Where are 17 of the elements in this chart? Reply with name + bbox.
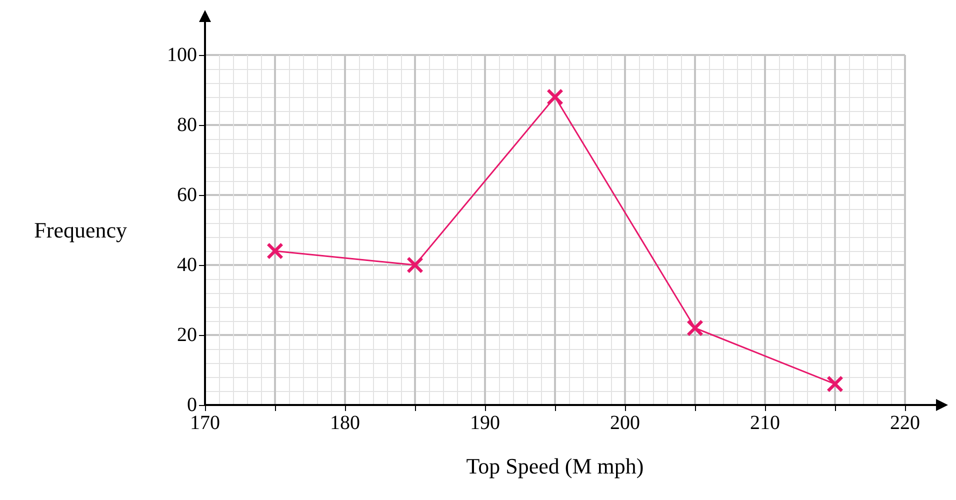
y-tick-label: 100 — [167, 44, 197, 66]
x-tick-label: 190 — [470, 412, 500, 434]
x-tick-label: 200 — [610, 412, 640, 434]
y-tick-label: 40 — [177, 254, 197, 276]
point — [687, 320, 703, 336]
y-tick-label: 80 — [177, 114, 197, 136]
x-tick-label: 210 — [750, 412, 780, 434]
x-tick-label: 220 — [890, 412, 920, 434]
x-axis-title: Top Speed (M mph) — [466, 454, 644, 478]
point — [267, 243, 283, 259]
y-tick-label: 60 — [177, 184, 197, 206]
y-axis-title: Frequency — [34, 218, 127, 242]
y-tick-label: 20 — [177, 324, 197, 346]
point — [827, 376, 843, 392]
x-tick-label: 180 — [330, 412, 360, 434]
point — [407, 257, 423, 273]
point — [547, 89, 563, 105]
